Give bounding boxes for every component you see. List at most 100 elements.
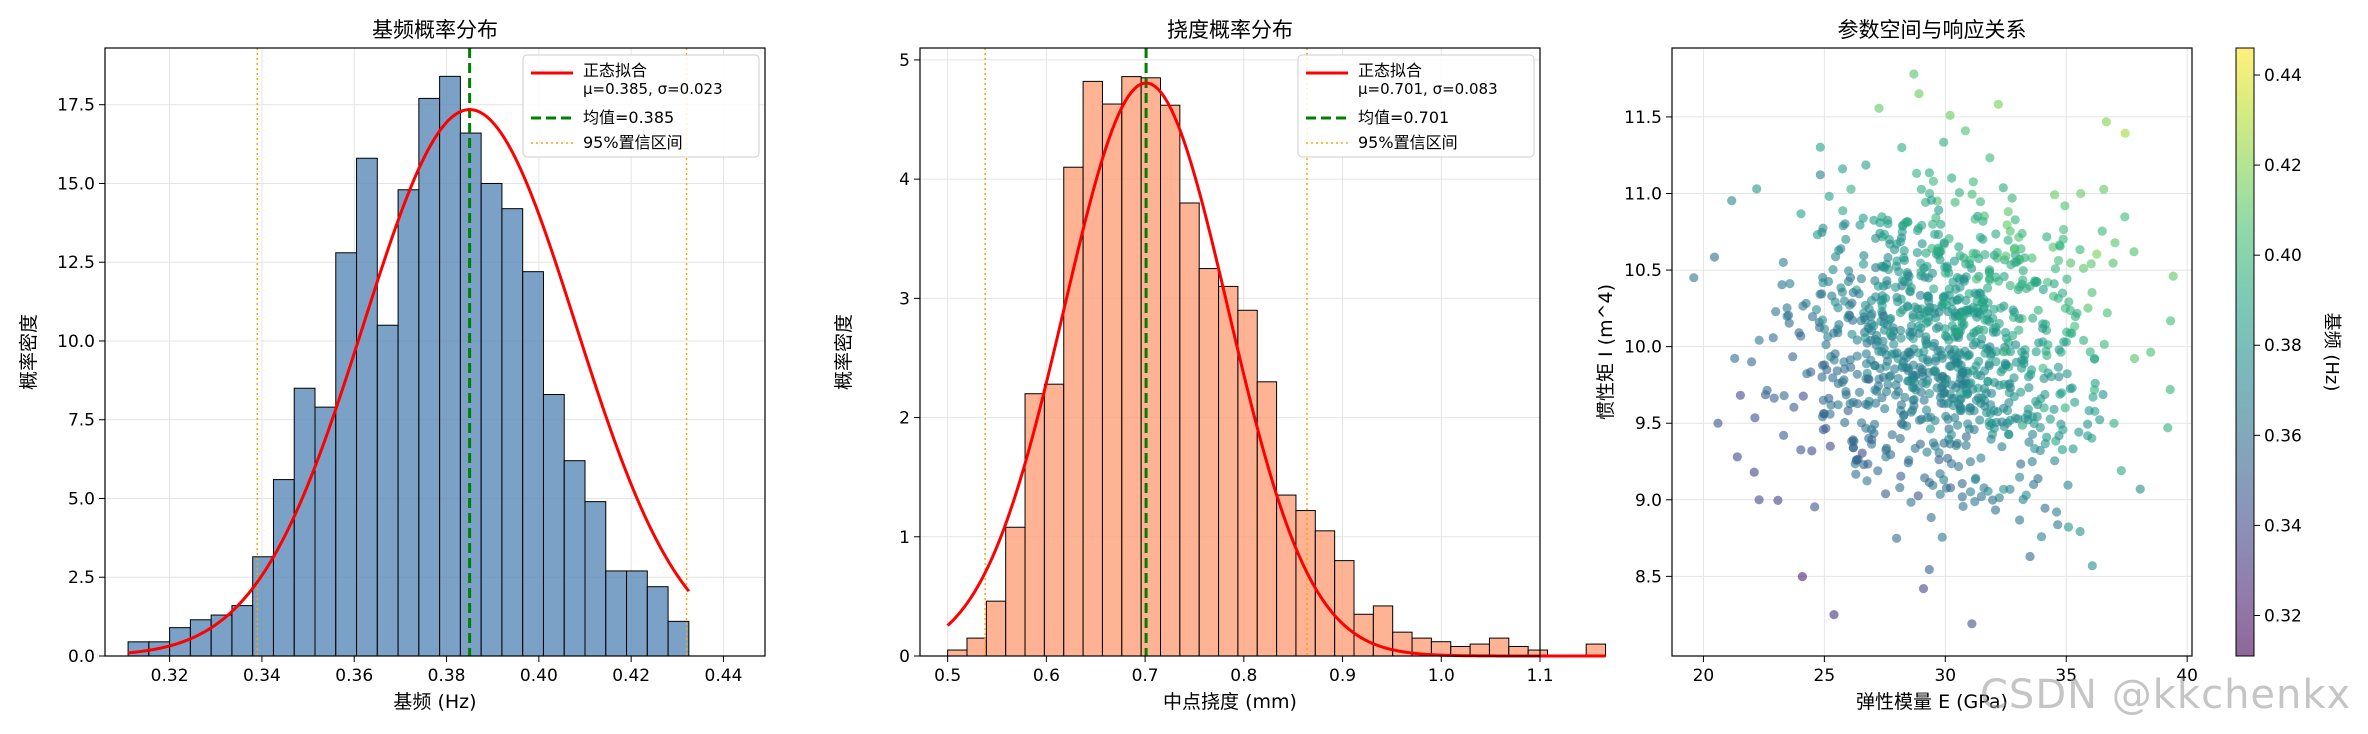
scatter-point [1882,443,1892,453]
scatter-point [1896,237,1906,247]
scatter-point [1990,505,2001,515]
scatter-point [1922,447,1932,457]
scatter-point [2052,507,2062,517]
scatter-point [1863,459,1873,469]
scatter-point [1833,400,1843,410]
scatter-point [1956,313,1966,323]
x-tick-label: 0.42 [612,666,650,686]
scatter-point [2015,515,2025,525]
scatter-point [1886,313,1896,324]
scatter-point [1994,380,2004,390]
hist-bar [1043,383,1065,657]
y-tick-label: 10.5 [1624,261,1662,281]
scatter-point [1898,275,1908,285]
scatter-point [1867,435,1877,445]
scatter-point [1924,168,1934,178]
scatter-point [1991,229,2001,239]
scatter-point [1915,290,1925,300]
scatter-point [1863,322,1873,332]
scatter-point [2016,459,2026,469]
scatter-point [1869,215,1879,225]
scatter-point [1784,318,1794,328]
colorbar: 0.32 0.34 0.36 0.38 0.40 0.42 0.44 基频 (Hz) [2235,47,2342,657]
scatter-point [1983,486,1993,496]
scatter-point [1915,439,1925,449]
y-tick-label: 15.0 [57,174,95,194]
scatter-point [1919,347,1929,357]
scatter-point [1921,405,1932,415]
scatter-point [1845,355,1855,365]
y-axis-label: 概率密度 [18,314,40,390]
y-tick-label: 2.5 [68,568,95,588]
scatter-point [2146,347,2156,357]
scatter-point [1968,365,1978,376]
scatter-point [1896,400,1906,410]
scatter-point [2116,466,2126,476]
scatter-point [2051,436,2061,446]
scatter-point [1709,252,1720,262]
scatter-point [2020,350,2030,360]
scatter-point [1961,305,1971,315]
scatter-point [2031,396,2041,406]
scatter-point [1938,292,1948,302]
hist-bar [1488,637,1510,657]
scatter-point [1954,328,1964,338]
scatter-point [1951,284,1961,294]
scatter-point [1909,69,1919,79]
x-tick-label: 0.9 [1329,666,1356,686]
scatter-point [1965,457,1975,467]
panel-1: 0.32 0.34 0.36 0.38 0.40 0.42 0.44 0.0 2.5 5.0 7.5… [18,18,766,713]
scatter-point [1817,315,1828,325]
scatter-point [1895,483,1905,493]
scatter-point [1873,466,1883,476]
scatter-point [2064,297,2074,307]
scatter-point [1945,483,1956,493]
scatter-point [2040,503,2050,513]
scatter-point [1956,403,1966,413]
scatter-point [2004,398,2014,408]
scatter-point [2055,389,2065,399]
scatter-point [1937,353,1947,363]
scatter-point [2003,207,2013,217]
scatter-point [1828,265,1838,275]
scatter-point [1851,469,1861,479]
colorbar-tick-label: 0.34 [2264,516,2302,536]
scatter-point [2036,532,2047,542]
scatter-point [1935,489,1945,499]
scatter-point [2027,457,2037,467]
scatter-point [1939,438,1949,448]
scatter-point [2101,117,2111,127]
scatter-point [2017,363,2027,373]
y-tick-label: 1 [899,528,910,548]
scatter-point [1984,361,1994,371]
colorbar-tick-label: 0.40 [2264,246,2302,266]
scatter-point [2086,259,2096,269]
scatter-point [1921,379,1931,389]
scatter-point [1916,313,1926,323]
scatter-point [1954,242,1964,252]
chart-title: 基频概率分布 [372,18,498,42]
scatter-point [1971,473,1981,483]
scatter-point [1957,492,1967,502]
scatter-point [1836,244,1846,254]
scatter-point [1924,564,1934,575]
x-tick-label: 0.32 [151,666,189,686]
hist-bar [335,252,358,657]
hist-bar [356,157,378,657]
scatter-point [1958,501,1968,511]
scatter-point [1943,398,1953,408]
scatter-point [1896,333,1906,343]
scatter-point [2017,420,2028,430]
scatter-point [2014,325,2024,335]
scatter-point [2005,379,2015,389]
scatter-point [1840,219,1850,229]
x-axis-label: 弹性模量 E (GPa) [1856,691,2008,713]
scatter-point [1838,164,1848,174]
scatter-point [2002,220,2012,230]
colorbar-tick-label: 0.32 [2264,606,2302,626]
scatter-point [1971,274,1982,284]
hist-bar [480,182,503,657]
scatter-point [1905,327,1915,337]
scatter-point [1942,300,1952,310]
hist-bar [966,637,987,657]
